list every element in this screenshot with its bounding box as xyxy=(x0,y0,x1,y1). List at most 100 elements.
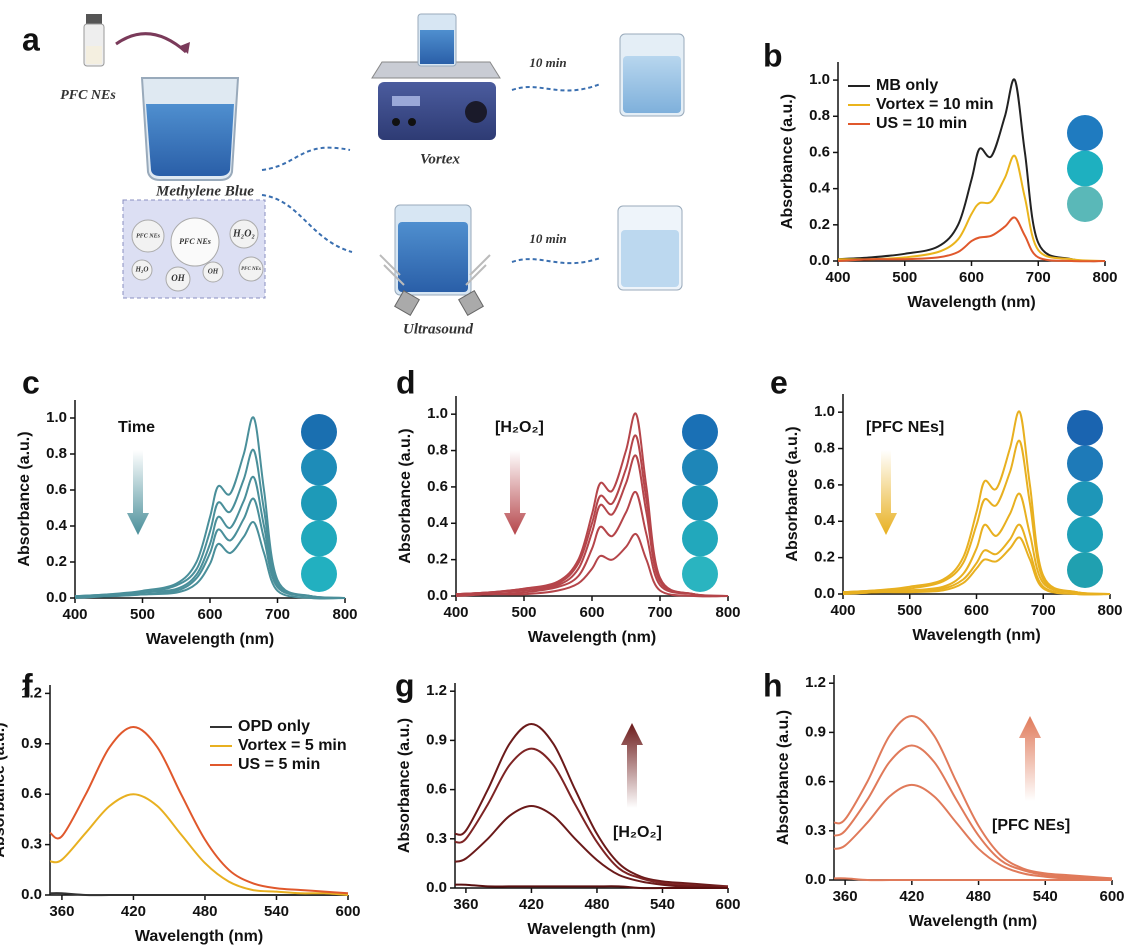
beaker-liquid xyxy=(420,30,454,64)
spectrum-line xyxy=(49,892,348,897)
y-tick-label: 0.6 xyxy=(809,143,830,160)
panel-label: a xyxy=(22,21,40,57)
x-tick-label: 420 xyxy=(519,896,544,913)
y-tick-label: 1.0 xyxy=(814,403,835,420)
y-axis-label: Absorbance (a.u.) xyxy=(16,431,33,566)
x-tick-label: 800 xyxy=(1097,602,1122,619)
y-tick-label: 0.0 xyxy=(809,252,830,269)
y-tick-label: 0.4 xyxy=(427,514,449,531)
bubble-label: OH xyxy=(208,268,219,276)
y-tick-label: 0.2 xyxy=(46,553,67,570)
spectrum-line xyxy=(454,804,729,889)
spectrum-line xyxy=(49,725,349,895)
y-tick-label: 0.9 xyxy=(805,723,826,740)
color-swatch xyxy=(1067,410,1103,446)
spectrum-line xyxy=(74,475,346,599)
y-tick-label: 1.2 xyxy=(21,684,42,701)
flow-arrow xyxy=(511,257,601,265)
x-axis-label: Wavelength (nm) xyxy=(135,928,263,945)
bubble xyxy=(165,266,191,292)
y-tick-label: 0.0 xyxy=(426,879,447,896)
y-tick-label: 0.9 xyxy=(21,735,42,752)
y-tick-label: 0.6 xyxy=(21,785,42,802)
spectrum-line xyxy=(454,883,728,890)
annotation: Time xyxy=(118,419,155,436)
x-tick-label: 420 xyxy=(899,888,924,905)
y-tick-label: 0.0 xyxy=(46,589,67,606)
bubble-label: PFC NEs xyxy=(241,267,261,272)
panel-label: e xyxy=(770,364,788,400)
x-tick-label: 700 xyxy=(647,604,672,621)
legend-label: Vortex = 10 min xyxy=(876,96,994,113)
color-swatch xyxy=(682,556,718,592)
y-tick-label: 1.0 xyxy=(46,409,67,426)
spectrum-line xyxy=(454,722,729,888)
transducer xyxy=(458,290,484,316)
x-tick-label: 800 xyxy=(715,604,740,621)
panel-label: b xyxy=(763,37,783,73)
y-tick-label: 0.9 xyxy=(426,731,447,748)
flow-arrow xyxy=(261,194,353,253)
x-axis-label: Wavelength (nm) xyxy=(907,294,1035,311)
y-tick-label: 0.6 xyxy=(805,773,826,790)
color-swatch xyxy=(682,485,718,521)
transducer xyxy=(394,290,420,316)
x-tick-label: 360 xyxy=(49,903,74,920)
arrow-head xyxy=(180,42,190,54)
x-tick-label: 420 xyxy=(121,903,146,920)
y-tick-label: 0.8 xyxy=(814,440,835,457)
x-tick-label: 600 xyxy=(715,896,740,913)
legend-label: US = 10 min xyxy=(876,115,967,132)
beaker-liquid xyxy=(621,230,679,287)
spectrum-line xyxy=(842,410,1111,596)
bubble xyxy=(202,261,224,283)
y-tick-label: 0.8 xyxy=(809,107,830,124)
time-label: 10 min xyxy=(529,231,566,246)
y-tick-label: 0.3 xyxy=(21,836,42,853)
x-axis-label: Wavelength (nm) xyxy=(912,627,1040,644)
x-tick-label: 360 xyxy=(833,888,858,905)
panel-label: f xyxy=(22,667,33,703)
x-tick-label: 480 xyxy=(966,888,991,905)
legend-label: OPD only xyxy=(238,718,310,735)
x-tick-label: 360 xyxy=(453,896,478,913)
method-label: Vortex xyxy=(420,151,461,167)
color-swatch xyxy=(301,449,337,486)
spectrum-line xyxy=(454,747,729,888)
spectrum-line xyxy=(74,521,346,600)
bubble-label: PFC NEs xyxy=(136,233,161,239)
bubble xyxy=(229,219,259,249)
annotation: [PFC NEs] xyxy=(866,419,944,436)
trend-arrow xyxy=(504,450,526,535)
spectrum-line xyxy=(842,439,1111,595)
bubble xyxy=(131,259,153,281)
color-swatch xyxy=(1067,186,1103,222)
x-tick-label: 400 xyxy=(62,606,87,623)
spectrum-line xyxy=(833,783,1113,881)
button xyxy=(408,118,416,126)
y-tick-label: 1.0 xyxy=(809,71,830,88)
knob xyxy=(465,101,487,123)
x-axis-label: Wavelength (nm) xyxy=(528,629,656,646)
x-tick-label: 700 xyxy=(1031,602,1056,619)
beaker-liquid xyxy=(398,222,468,292)
panel-label: g xyxy=(395,667,415,703)
x-tick-label: 600 xyxy=(959,269,984,286)
x-tick-label: 800 xyxy=(332,606,357,623)
waves xyxy=(379,254,491,286)
x-tick-label: 600 xyxy=(197,606,222,623)
y-axis-label: Absorbance (a.u.) xyxy=(779,94,796,229)
x-tick-label: 600 xyxy=(579,604,604,621)
y-tick-label: 1.0 xyxy=(427,405,448,422)
reagent-label: PFC NEs xyxy=(60,88,116,103)
color-swatch xyxy=(1067,445,1103,482)
x-axis-label: Wavelength (nm) xyxy=(909,913,1037,930)
panel-label: d xyxy=(396,364,416,400)
legend-label: US = 5 min xyxy=(238,756,320,773)
spectrum-line xyxy=(833,714,1113,880)
y-tick-label: 0.0 xyxy=(427,587,448,604)
y-axis-label: Absorbance (a.u.) xyxy=(775,710,792,845)
spectrum-line xyxy=(837,154,1106,262)
spectrum-line xyxy=(455,532,729,598)
